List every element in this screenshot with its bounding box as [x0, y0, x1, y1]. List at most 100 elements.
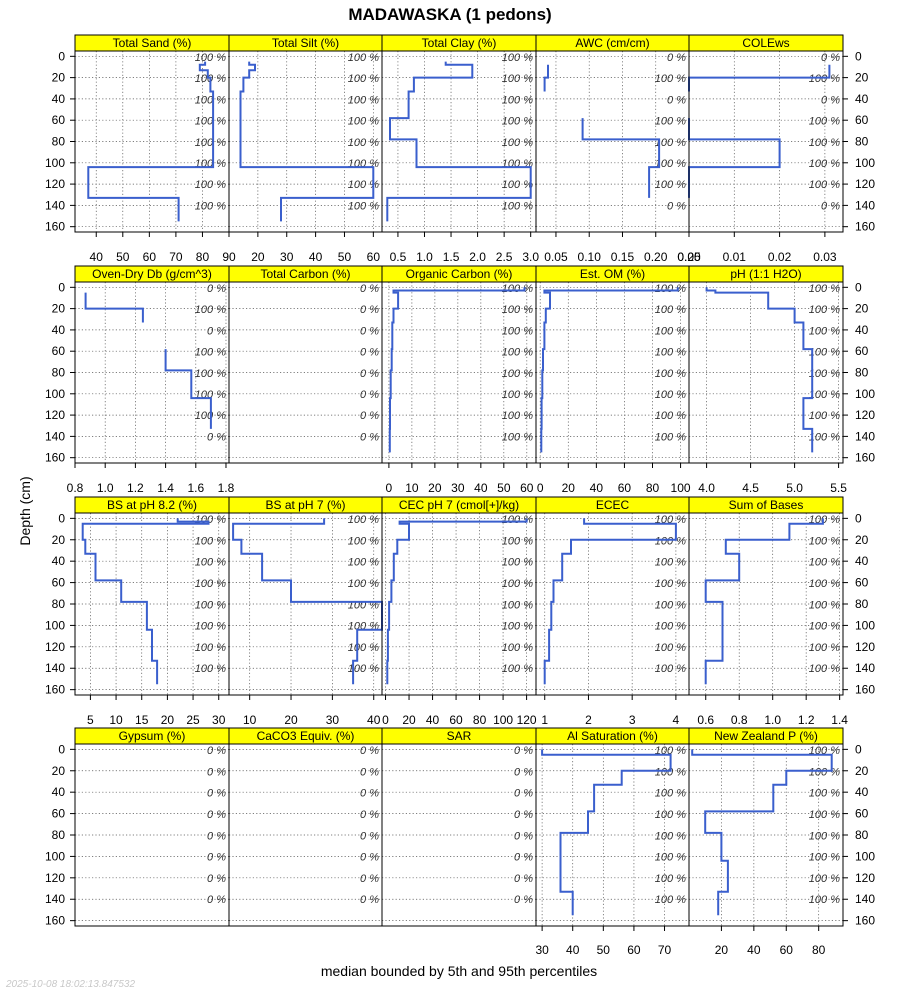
panel-title: SAR [447, 729, 472, 743]
panel: 100 %100 %100 %100 %100 %100 %100 %100 %… [535, 496, 690, 727]
percent-label: 100 % [502, 578, 533, 590]
percent-label: 100 % [502, 410, 533, 422]
percent-label: 100 % [195, 52, 226, 64]
x-tick-label: 0.25 [677, 250, 701, 264]
panel-title: AWC (cm/cm) [575, 36, 649, 50]
x-tick-label: 40 [747, 943, 761, 957]
y-tick-label: 120 [855, 640, 875, 654]
percent-label: 0 % [207, 873, 226, 885]
x-tick-label: 80 [473, 713, 487, 727]
y-tick-label: 100 [855, 156, 875, 170]
panel: 0 %100 %0 %100 %100 %100 %100 %0 %Oven-D… [45, 265, 235, 495]
chart-title: MADAWASKA (1 pedons) [348, 5, 552, 24]
x-tick-label: 0 [537, 481, 544, 495]
percent-label: 100 % [195, 599, 226, 611]
y-tick-label: 160 [45, 683, 65, 697]
percent-label: 100 % [348, 158, 379, 170]
y-tick-label: 140 [855, 892, 875, 906]
profile-line [386, 61, 532, 222]
panel-title: pH (1:1 H2O) [730, 267, 801, 281]
y-tick-label: 20 [855, 533, 869, 547]
profile-line [388, 287, 526, 453]
panel-title: Total Clay (%) [422, 36, 497, 50]
x-tick-label: 50 [338, 250, 352, 264]
percent-label: 100 % [502, 116, 533, 128]
panel: 100 %100 %100 %100 %100 %100 %100 %100 %… [535, 265, 691, 495]
y-tick-label: 80 [855, 597, 869, 611]
percent-label: 100 % [502, 179, 533, 191]
x-tick-label: 40 [90, 250, 104, 264]
profile-line [581, 118, 661, 198]
x-tick-label: 1.2 [798, 713, 815, 727]
percent-label: 100 % [348, 578, 379, 590]
percent-label: 100 % [502, 158, 533, 170]
percent-label: 0 % [360, 283, 379, 295]
y-tick-label: 20 [855, 302, 869, 316]
y-tick-label: 140 [855, 661, 875, 675]
profile-line [543, 64, 549, 92]
percent-label: 100 % [809, 283, 840, 295]
x-tick-label: 20 [428, 481, 442, 495]
x-tick-label: 80 [196, 250, 210, 264]
percent-label: 0 % [360, 830, 379, 842]
percent-label: 100 % [195, 304, 226, 316]
percent-label: 100 % [809, 116, 840, 128]
panel-title: Al Saturation (%) [567, 729, 658, 743]
percent-label: 100 % [348, 642, 379, 654]
percent-label: 0 % [207, 788, 226, 800]
percent-label: 100 % [655, 621, 686, 633]
panel-title: Total Carbon (%) [260, 267, 350, 281]
percent-label: 100 % [502, 368, 533, 380]
percent-label: 0 % [207, 809, 226, 821]
x-tick-label: 80 [812, 943, 826, 957]
percent-label: 100 % [502, 283, 533, 295]
percent-label: 100 % [502, 557, 533, 569]
percent-label: 100 % [809, 410, 840, 422]
y-tick-label: 120 [855, 408, 875, 422]
x-tick-label: 20 [161, 713, 175, 727]
x-tick-label: 30 [280, 250, 294, 264]
percent-label: 100 % [348, 514, 379, 526]
x-tick-label: 0.10 [578, 250, 602, 264]
y-tick-label: 60 [52, 807, 66, 821]
percent-label: 100 % [502, 94, 533, 106]
percent-label: 0 % [514, 873, 533, 885]
panel-title: Organic Carbon (%) [406, 267, 513, 281]
y-tick-label: 120 [855, 871, 875, 885]
percent-label: 100 % [655, 431, 686, 443]
x-tick-label: 0.03 [813, 250, 837, 264]
x-tick-label: 1.0 [97, 481, 114, 495]
panel-title: New Zealand P (%) [714, 729, 818, 743]
x-tick-label: 1.0 [416, 250, 433, 264]
y-tick-label: 160 [45, 451, 65, 465]
panel-strip [688, 34, 844, 52]
y-tick-label: 20 [855, 764, 869, 778]
percent-label: 0 % [360, 304, 379, 316]
panel: 100 %100 %100 %100 %100 %100 %100 %100 %… [688, 496, 875, 727]
y-tick-label: 20 [52, 533, 66, 547]
profile-line [705, 287, 814, 453]
panel: 100 %100 %100 %100 %100 %100 %100 %100 %… [45, 34, 236, 264]
x-tick-label: 0.5 [390, 250, 407, 264]
panel: 100 %100 %100 %100 %100 %100 %100 %100 %… [535, 727, 690, 957]
percent-label: 100 % [195, 94, 226, 106]
x-tick-label: 1.0 [764, 713, 781, 727]
percent-label: 100 % [655, 599, 686, 611]
percent-label: 100 % [655, 158, 686, 170]
x-tick-label: 30 [535, 943, 549, 957]
percent-label: 100 % [655, 830, 686, 842]
y-tick-label: 80 [855, 366, 869, 380]
x-tick-label: 3.0 [522, 250, 539, 264]
x-tick-label: 10 [405, 481, 419, 495]
x-tick-label: 25 [186, 713, 200, 727]
percent-label: 100 % [809, 325, 840, 337]
percent-label: 100 % [348, 94, 379, 106]
percent-label: 100 % [655, 578, 686, 590]
percent-label: 0 % [667, 94, 686, 106]
y-tick-label: 120 [45, 640, 65, 654]
y-tick-label: 60 [855, 807, 869, 821]
percent-label: 100 % [348, 200, 379, 212]
x-tick-label: 30 [451, 481, 465, 495]
percent-label: 100 % [655, 347, 686, 359]
percent-label: 0 % [360, 766, 379, 778]
